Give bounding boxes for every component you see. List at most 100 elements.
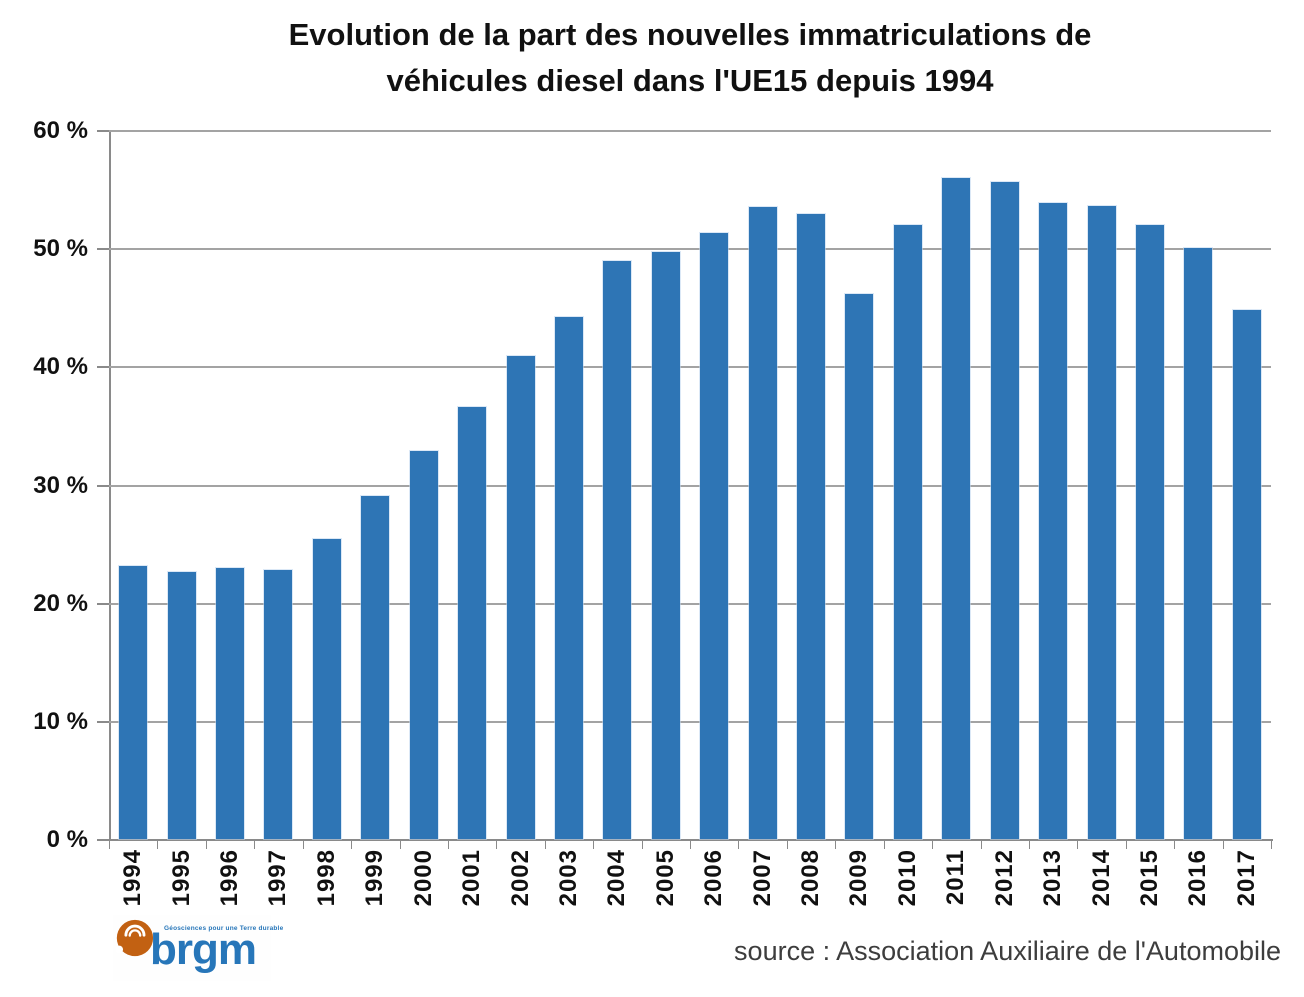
x-tick-12	[690, 841, 691, 849]
y-tick-30	[97, 484, 109, 487]
bar-2012	[990, 182, 1019, 839]
x-axis-label-2009: 2009	[845, 849, 873, 907]
gridline-10	[109, 720, 1271, 723]
x-tick-1	[157, 841, 159, 849]
bar-2005	[651, 251, 680, 839]
x-axis-label-2011: 2011	[942, 849, 970, 906]
bar-1998	[312, 538, 341, 839]
bar-2016	[1184, 248, 1213, 839]
x-axis-label-2006: 2006	[700, 849, 728, 907]
bar-2014	[1087, 205, 1116, 839]
x-axis-label-2000: 2000	[409, 849, 437, 907]
y-tick-40	[97, 366, 109, 369]
x-tick-11	[641, 841, 643, 849]
x-axis-label-1999: 1999	[361, 849, 389, 907]
y-tick-60	[97, 130, 109, 132]
y-tick-0	[97, 839, 109, 841]
x-axis-label-2012: 2012	[990, 849, 1018, 907]
x-axis-label-1997: 1997	[264, 849, 292, 907]
bar-2008	[797, 213, 826, 839]
x-tick-18	[980, 841, 982, 849]
gridline-40	[109, 366, 1271, 369]
x-tick-15	[835, 841, 837, 849]
x-axis-label-2002: 2002	[506, 849, 534, 907]
x-tick-8	[496, 841, 498, 849]
brgm-logo-tagline: Géosciences pour une Terre durable	[164, 925, 284, 932]
x-tick-10	[593, 841, 595, 849]
bar-2015	[1135, 224, 1164, 839]
x-tick-2	[205, 841, 207, 849]
bar-2006	[700, 232, 729, 839]
x-axis-label-2014: 2014	[1087, 849, 1115, 907]
x-tick-14	[786, 841, 788, 849]
source-note: source : Association Auxiliaire de l'Aut…	[734, 936, 1281, 966]
x-tick-7	[447, 841, 449, 849]
y-axis-label-50: 50 %	[33, 235, 88, 263]
x-tick-17	[932, 841, 934, 849]
gridline-50	[109, 248, 1271, 251]
bar-2007	[748, 206, 777, 839]
y-axis-label-40: 40 %	[33, 353, 88, 381]
x-axis-label-2008: 2008	[797, 849, 825, 907]
x-axis-label-2005: 2005	[651, 849, 679, 907]
y-tick-20	[97, 602, 109, 605]
bar-2017	[1232, 309, 1261, 839]
x-axis-label-1994: 1994	[119, 849, 147, 907]
chart-title: Evolution de la part des nouvelles immat…	[80, 12, 1300, 104]
bar-2002	[506, 355, 535, 839]
x-tick-5	[351, 841, 353, 849]
x-axis-label-2015: 2015	[1135, 849, 1163, 907]
x-axis-label-1995: 1995	[167, 849, 195, 907]
x-axis-label-2007: 2007	[748, 849, 776, 907]
x-tick-24	[1271, 841, 1272, 849]
bar-1994	[119, 566, 148, 839]
x-tick-13	[738, 841, 740, 849]
x-axis-label-2016: 2016	[1184, 849, 1212, 907]
gridline-20	[109, 602, 1271, 605]
chart-title-line1: Evolution de la part des nouvelles immat…	[288, 17, 1092, 52]
bar-2000	[409, 451, 438, 839]
x-axis-label-2017: 2017	[1232, 849, 1260, 907]
x-axis-label-2001: 2001	[458, 849, 486, 907]
x-tick-21	[1125, 841, 1127, 849]
bar-2011	[942, 178, 971, 839]
y-axis-label-10: 10 %	[33, 707, 88, 735]
brgm-logo: Géosciences pour une Terre durable brgm	[113, 915, 283, 981]
x-tick-3	[254, 841, 256, 849]
bar-2013	[1039, 203, 1068, 839]
x-axis-label-2013: 2013	[1039, 849, 1067, 907]
y-axis-label-0: 0 %	[46, 826, 88, 853]
x-axis-label-2004: 2004	[603, 849, 631, 907]
y-axis-label-60: 60 %	[33, 117, 88, 144]
bar-1996	[216, 568, 245, 839]
bar-2010	[893, 224, 922, 839]
x-tick-0	[109, 841, 110, 849]
x-axis-line	[97, 839, 1273, 841]
x-tick-23	[1222, 841, 1224, 849]
gridline-60	[109, 130, 1271, 132]
chart-title-line2: véhicules diesel dans l'UE15 depuis 1994	[386, 63, 994, 98]
y-axis-label-30: 30 %	[33, 471, 88, 499]
y-tick-10	[97, 720, 109, 723]
x-tick-4	[302, 841, 304, 849]
x-tick-9	[544, 841, 546, 849]
gridline-30	[109, 484, 1271, 487]
bar-2003	[554, 316, 583, 839]
brgm-logo-icon	[115, 919, 154, 957]
brgm-logo-name: brgm	[150, 925, 257, 974]
bar-2004	[603, 261, 632, 839]
plot-area	[109, 130, 1271, 839]
y-tick-50	[97, 248, 109, 251]
bar-2001	[458, 406, 487, 839]
bar-1997	[264, 569, 293, 839]
x-tick-6	[399, 841, 401, 849]
x-tick-16	[883, 841, 885, 849]
y-axis-label-20: 20 %	[33, 589, 88, 617]
x-tick-22	[1174, 841, 1176, 849]
bar-1999	[361, 496, 390, 839]
x-axis-label-2010: 2010	[893, 849, 921, 907]
x-axis-label-1998: 1998	[312, 849, 340, 907]
bar-2009	[845, 294, 874, 839]
bar-1995	[167, 571, 196, 839]
